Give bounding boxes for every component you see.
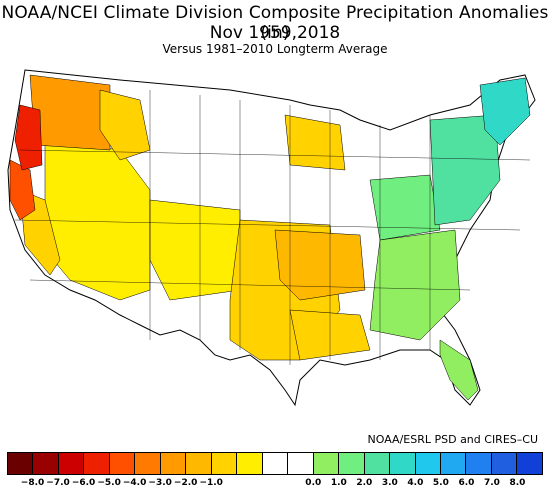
- legend-swatch: [517, 453, 542, 474]
- legend-swatch: [8, 453, 34, 474]
- map-subtitle: Nov 1959,2018: [209, 23, 341, 43]
- legend-swatch: [237, 453, 263, 474]
- map-note: Versus 1981–2010 Longterm Average: [162, 42, 388, 56]
- region-ohio-valley: [369, 174, 441, 241]
- legend-tick-label: 3.0: [381, 478, 398, 488]
- legend-swatch: [364, 453, 391, 474]
- legend-tick-label: 6.0: [458, 478, 475, 488]
- legend-swatch: [109, 453, 136, 474]
- region-four-corners: [149, 199, 241, 301]
- credit: NOAA/ESRL PSD and CIRES–CU: [367, 433, 538, 446]
- legend-tick-label: −1.0: [199, 478, 223, 488]
- legend-swatch: [313, 453, 340, 474]
- legend-swatch: [339, 453, 365, 474]
- legend-swatch: [211, 453, 238, 474]
- legend-swatch: [33, 453, 59, 474]
- legend-swatch: [390, 453, 416, 474]
- legend-tick-label: 1.0: [330, 478, 347, 488]
- legend-tick-label: 4.0: [407, 478, 424, 488]
- legend-swatch: [84, 453, 110, 474]
- color-scale-ticks: −8.0 −7.0 −6.0 −5.0 −4.0 −3.0 −2.0 −1.0 0.0 1.0 2.…: [7, 478, 543, 492]
- division-lines: [14, 90, 531, 365]
- region-mid-atlantic-southeast: [369, 229, 461, 341]
- legend-tick-label: 5.0: [432, 478, 449, 488]
- legend-swatch: [58, 453, 85, 474]
- legend-swatch: [466, 453, 492, 474]
- legend-tick-label: 8.0: [509, 478, 526, 488]
- region-pacific-northwest-coast: [14, 104, 43, 171]
- us-climate-division-map: [7, 69, 536, 407]
- legend-tick-label: −6.0: [71, 478, 96, 488]
- region-new-england: [479, 77, 531, 146]
- color-scale-bar: [7, 452, 543, 475]
- legend-swatch: [288, 453, 314, 474]
- legend-tick-label: −3.0: [148, 478, 172, 488]
- region-florida: [439, 339, 479, 401]
- legend-tick-label: 7.0: [483, 478, 500, 488]
- legend-swatch: [415, 453, 441, 474]
- region-idaho-montana-west: [99, 89, 151, 161]
- legend-swatch: [440, 453, 467, 474]
- region-ozarks-central: [274, 229, 366, 301]
- legend-swatch: [160, 453, 187, 474]
- region-oregon-washington-interior: [29, 74, 111, 151]
- legend-tick-label: 0.0: [305, 478, 322, 488]
- legend-tick-label: −7.0: [46, 478, 70, 488]
- legend-tick-label: −8.0: [20, 478, 45, 488]
- legend-swatch: [491, 453, 518, 474]
- legend-tick-label: −2.0: [173, 478, 198, 488]
- map-title: NOAA/NCEI Climate Division Composite Pre…: [1, 3, 549, 43]
- legend-swatch: [186, 453, 212, 474]
- legend-swatch: [135, 453, 161, 474]
- legend-tick-label: 2.0: [356, 478, 373, 488]
- legend-swatch: [262, 453, 289, 474]
- legend-tick-label: −4.0: [122, 478, 147, 488]
- legend-tick-label: −5.0: [97, 478, 121, 488]
